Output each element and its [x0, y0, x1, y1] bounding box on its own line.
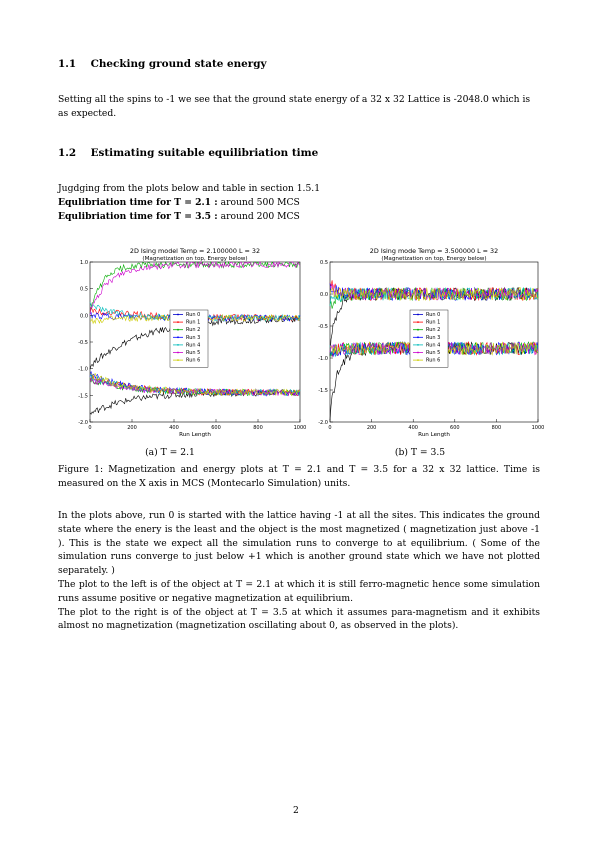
discussion-paragraph-1: In the plots above, run 0 is started wit… [58, 510, 540, 577]
discussion-paragraph-3: The plot to the right is of the object a… [58, 606, 540, 632]
energy-line [89, 377, 301, 397]
discussion: In the plots above, run 0 is started wit… [58, 509, 540, 633]
x-tick-label: 800 [253, 425, 263, 431]
x-tick-label: 0 [88, 425, 91, 431]
legend-label: Run 0 [186, 312, 200, 318]
y-tick-label: 0.5 [320, 260, 328, 266]
y-tick-label: -1.5 [78, 393, 88, 399]
legend-label: Run 6 [186, 358, 200, 364]
section-number: 1.2 [58, 147, 77, 159]
magnetization-line [89, 261, 301, 316]
legend-marker [417, 359, 419, 361]
chart-subtitle: (Magnetization on top, Energy below) [142, 256, 247, 262]
section-heading-1-2: 1.2 Estimating suitable equilibriation t… [58, 147, 318, 159]
chart-title: 2D Ising mode Temp = 3.500000 L = 32 [370, 247, 498, 255]
chart-b: 2D Ising mode Temp = 3.500000 L = 32(Mag… [318, 247, 545, 438]
section-1-2-body: Jugdging from the plots below and table … [58, 182, 540, 223]
y-tick-label: -0.5 [78, 340, 88, 346]
legend-label: Run 0 [426, 312, 440, 318]
y-tick-label: 1.0 [80, 260, 88, 266]
legend-box [409, 309, 449, 368]
legend-marker [177, 321, 179, 323]
chart-title: 2D Ising model Temp = 2.100000 L = 32 [130, 247, 260, 255]
equilibration-label-2: Equlibriation time for T = 3.5 : [58, 210, 218, 222]
section-heading-1-1: 1.1 Checking ground state energy [58, 58, 267, 70]
legend-marker [177, 336, 179, 339]
legend-marker [417, 321, 419, 323]
chart-a: 2D Ising model Temp = 2.100000 L = 32(Ma… [78, 247, 307, 438]
y-tick-label: 0.0 [80, 313, 88, 319]
legend-box [169, 309, 209, 368]
y-tick-label: -1.0 [318, 356, 328, 362]
subcaption-a: (a) T = 2.1 [145, 447, 195, 458]
equilibration-value-1: around 500 MCS [217, 196, 300, 208]
legend-label: Run 5 [426, 350, 440, 356]
chart-subtitle: (Magnetization on top, Energy below) [381, 256, 486, 262]
legend-label: Run 6 [426, 358, 440, 364]
magnetization-line [329, 283, 539, 301]
magnetization-line [89, 261, 301, 314]
legend-label: Run 3 [426, 335, 440, 341]
magnetization-line [329, 287, 539, 302]
y-tick-label: -2.0 [78, 420, 88, 426]
legend-label: Run 2 [186, 327, 200, 333]
energy-line [89, 371, 301, 397]
legend-marker [177, 359, 179, 361]
x-tick-label: 0 [328, 425, 331, 431]
x-tick-label: 200 [367, 425, 377, 431]
section-title: Estimating suitable equilibriation time [90, 147, 319, 159]
discussion-paragraph-2: The plot to the left is of the object at… [58, 578, 540, 604]
legend-marker [417, 328, 419, 331]
x-tick-label: 1000 [294, 425, 307, 431]
equilibration-line-2: Equlibriation time for T = 3.5 : around … [58, 210, 540, 224]
equilibration-label-1: Equlibriation time for T = 2.1 : [58, 196, 218, 208]
legend-marker [177, 328, 179, 331]
legend-label: Run 1 [186, 320, 200, 326]
legend-label: Run 3 [186, 335, 200, 341]
y-tick-label: 0.5 [80, 287, 88, 293]
y-tick-label: -1.5 [318, 388, 328, 394]
x-tick-label: 600 [211, 425, 221, 431]
legend-marker [417, 351, 419, 354]
x-axis-label: Run Length [418, 432, 450, 438]
legend-label: Run 5 [186, 350, 200, 356]
x-axis-label: Run Length [179, 432, 211, 438]
y-tick-label: -1.0 [78, 367, 88, 373]
y-tick-label: 0.0 [320, 292, 328, 298]
equilibration-value-2: around 200 MCS [217, 210, 300, 222]
x-tick-label: 200 [127, 425, 137, 431]
y-tick-label: -2.0 [318, 420, 328, 426]
legend-marker [417, 344, 419, 346]
energy-line [89, 373, 301, 397]
legend-marker [177, 351, 179, 354]
legend-label: Run 4 [426, 342, 440, 348]
x-tick-label: 400 [408, 425, 418, 431]
x-tick-label: 400 [169, 425, 179, 431]
section-number: 1.1 [58, 58, 77, 70]
section-1-1-body: Setting all the spins to -1 we see that … [58, 94, 531, 119]
legend-label: Run 2 [426, 327, 440, 333]
legend-label: Run 4 [186, 342, 200, 348]
page-number: 2 [293, 805, 299, 816]
subcaption-b: (b) T = 3.5 [394, 447, 446, 458]
legend-marker [177, 344, 179, 346]
figure-a: 2D Ising model Temp = 2.100000 L = 32 (Ma… [62, 242, 307, 442]
section-title: Checking ground state energy [90, 58, 267, 70]
legend-marker [417, 336, 419, 339]
y-tick-label: -0.5 [318, 324, 328, 330]
x-tick-label: 600 [450, 425, 460, 431]
equilibration-line-1: Equlibriation time for T = 2.1 : around … [58, 196, 540, 210]
figure-b: 2D Ising mode Temp = 3.500000 L = 32 (Mag… [306, 242, 546, 442]
x-tick-label: 1000 [532, 425, 545, 431]
figure-caption: Figure 1: Magnetization and energy plots… [58, 464, 540, 489]
legend-marker [417, 313, 419, 316]
legend-marker [177, 313, 179, 316]
x-tick-label: 800 [492, 425, 502, 431]
legend-label: Run 1 [426, 320, 440, 326]
intro-line: Jugdging from the plots below and table … [58, 183, 321, 194]
